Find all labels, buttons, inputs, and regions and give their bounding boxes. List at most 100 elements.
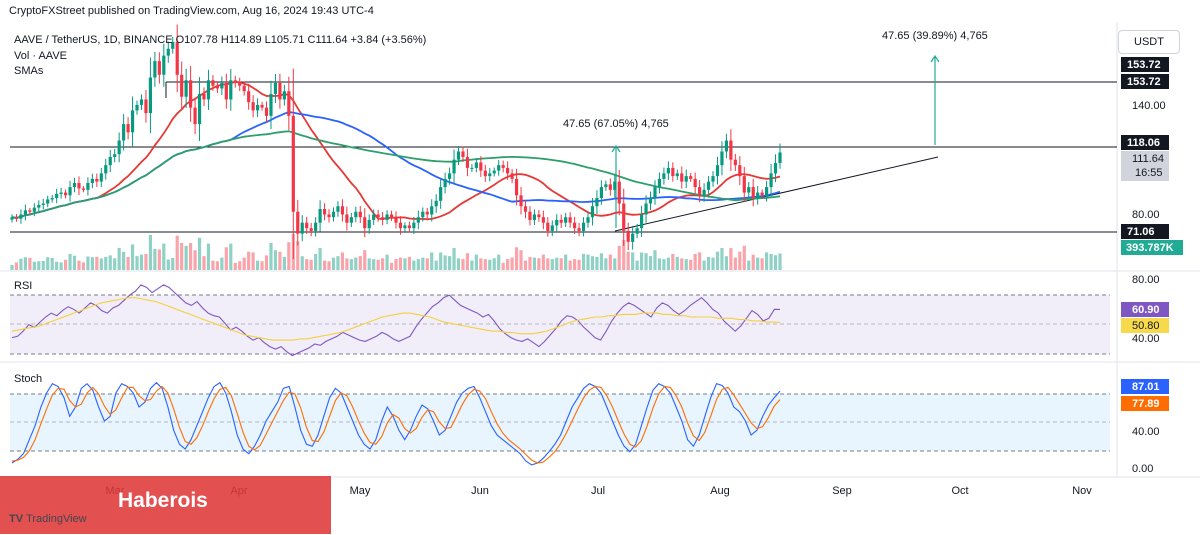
- candle-body: [287, 91, 291, 116]
- candle-body: [376, 214, 380, 218]
- candle-body: [269, 93, 273, 116]
- volume-bars: [10, 234, 782, 270]
- candle-body: [206, 80, 211, 100]
- currency-button[interactable]: USDT: [1118, 30, 1180, 54]
- candle-body: [555, 219, 559, 226]
- candle-body: [233, 80, 237, 83]
- volume-bar: [541, 254, 545, 270]
- candle-body: [590, 206, 595, 218]
- volume-bar: [506, 259, 510, 270]
- candle-body: [706, 181, 711, 190]
- label-last-price: 111.64: [1132, 153, 1164, 165]
- stoch-d-line: [11, 385, 781, 464]
- stoch-title: Stoch: [14, 373, 42, 385]
- volume-bar: [398, 257, 403, 270]
- volume-bar: [130, 244, 135, 270]
- candle-body: [586, 217, 590, 223]
- volume-bar: [287, 242, 291, 270]
- candle-body: [671, 167, 675, 177]
- volume-bar: [439, 252, 443, 270]
- volume-bar: [197, 237, 202, 270]
- volume-bar: [95, 256, 99, 270]
- candle-body: [738, 165, 742, 177]
- candle-body: [626, 230, 630, 242]
- volume-bar: [577, 259, 581, 270]
- volume-bar: [706, 256, 711, 270]
- candle-body: [126, 124, 130, 133]
- candle-body: [385, 214, 389, 220]
- volume-bar: [189, 243, 193, 270]
- volume-bar: [157, 249, 161, 270]
- stoch-k-line: [11, 381, 781, 466]
- candle-body: [773, 163, 778, 174]
- volume-bar: [715, 251, 720, 270]
- label-153a: 153.72: [1127, 59, 1161, 71]
- volume-bar: [684, 259, 688, 270]
- candle-body: [46, 199, 50, 204]
- candle-body: [635, 228, 639, 234]
- volume-bar: [724, 256, 729, 270]
- volume-bar: [501, 262, 505, 270]
- candle-body: [488, 173, 492, 177]
- rsi-title: RSI: [14, 280, 32, 292]
- volume-bar: [702, 260, 706, 270]
- candle-body: [532, 214, 537, 220]
- volume-bar: [430, 252, 434, 270]
- candle-body: [514, 178, 519, 196]
- time-tick-label: Nov: [1072, 485, 1092, 497]
- volume-bar: [510, 257, 514, 270]
- volume-bar: [742, 245, 746, 270]
- candle-body: [631, 233, 635, 242]
- candle-body: [345, 214, 349, 223]
- candle-body: [689, 176, 693, 179]
- volume-bar: [86, 256, 90, 270]
- candle-body: [32, 207, 36, 212]
- sma-red-line: [11, 80, 781, 221]
- volume-bar: [689, 259, 693, 270]
- volume-bar: [122, 251, 126, 270]
- volume-bar: [765, 252, 769, 270]
- label-box-last: [1121, 151, 1169, 181]
- volume-bar: [229, 243, 233, 270]
- volume-bar: [264, 255, 269, 270]
- volume-bar: [37, 261, 41, 270]
- candle-body: [465, 156, 470, 168]
- candle-body: [99, 173, 103, 182]
- volume-bar: [153, 248, 157, 270]
- candle-body: [751, 187, 755, 199]
- candle-body: [765, 187, 769, 196]
- candle-body: [242, 85, 246, 92]
- volume-bar: [586, 254, 590, 270]
- time-tick-label: Aug: [710, 485, 730, 497]
- candle-body: [680, 173, 684, 182]
- volume-bar: [41, 260, 45, 270]
- watermark-text: Haberois: [118, 489, 208, 512]
- candle-body: [282, 91, 286, 100]
- candle-body: [273, 83, 278, 94]
- label-stoch-d: 77.89: [1132, 398, 1160, 410]
- volume-bar: [581, 253, 586, 270]
- volume-bar: [523, 260, 528, 270]
- label-71: 71.06: [1127, 226, 1155, 238]
- tradingview-logo-mark: TV: [9, 513, 24, 525]
- volume-bar: [50, 257, 54, 270]
- measured-move-arrowhead-right: [930, 54, 940, 63]
- volume-bar: [456, 258, 461, 270]
- candle-body: [336, 206, 340, 212]
- candle-body: [639, 214, 644, 229]
- candle-body: [113, 154, 117, 157]
- candle-body: [28, 210, 32, 212]
- candle-body: [617, 181, 621, 204]
- candle-body: [260, 104, 264, 108]
- sma-green-line: [11, 130, 781, 219]
- volume-bar: [144, 254, 148, 270]
- volume-bar: [604, 258, 608, 270]
- volume-bar: [282, 256, 286, 270]
- volume-bar: [55, 261, 59, 270]
- volume-bar: [318, 248, 322, 270]
- volume-bar: [81, 262, 86, 270]
- candle-body: [662, 173, 666, 179]
- label-box-153b: [1121, 74, 1169, 89]
- volume-bar: [345, 258, 349, 270]
